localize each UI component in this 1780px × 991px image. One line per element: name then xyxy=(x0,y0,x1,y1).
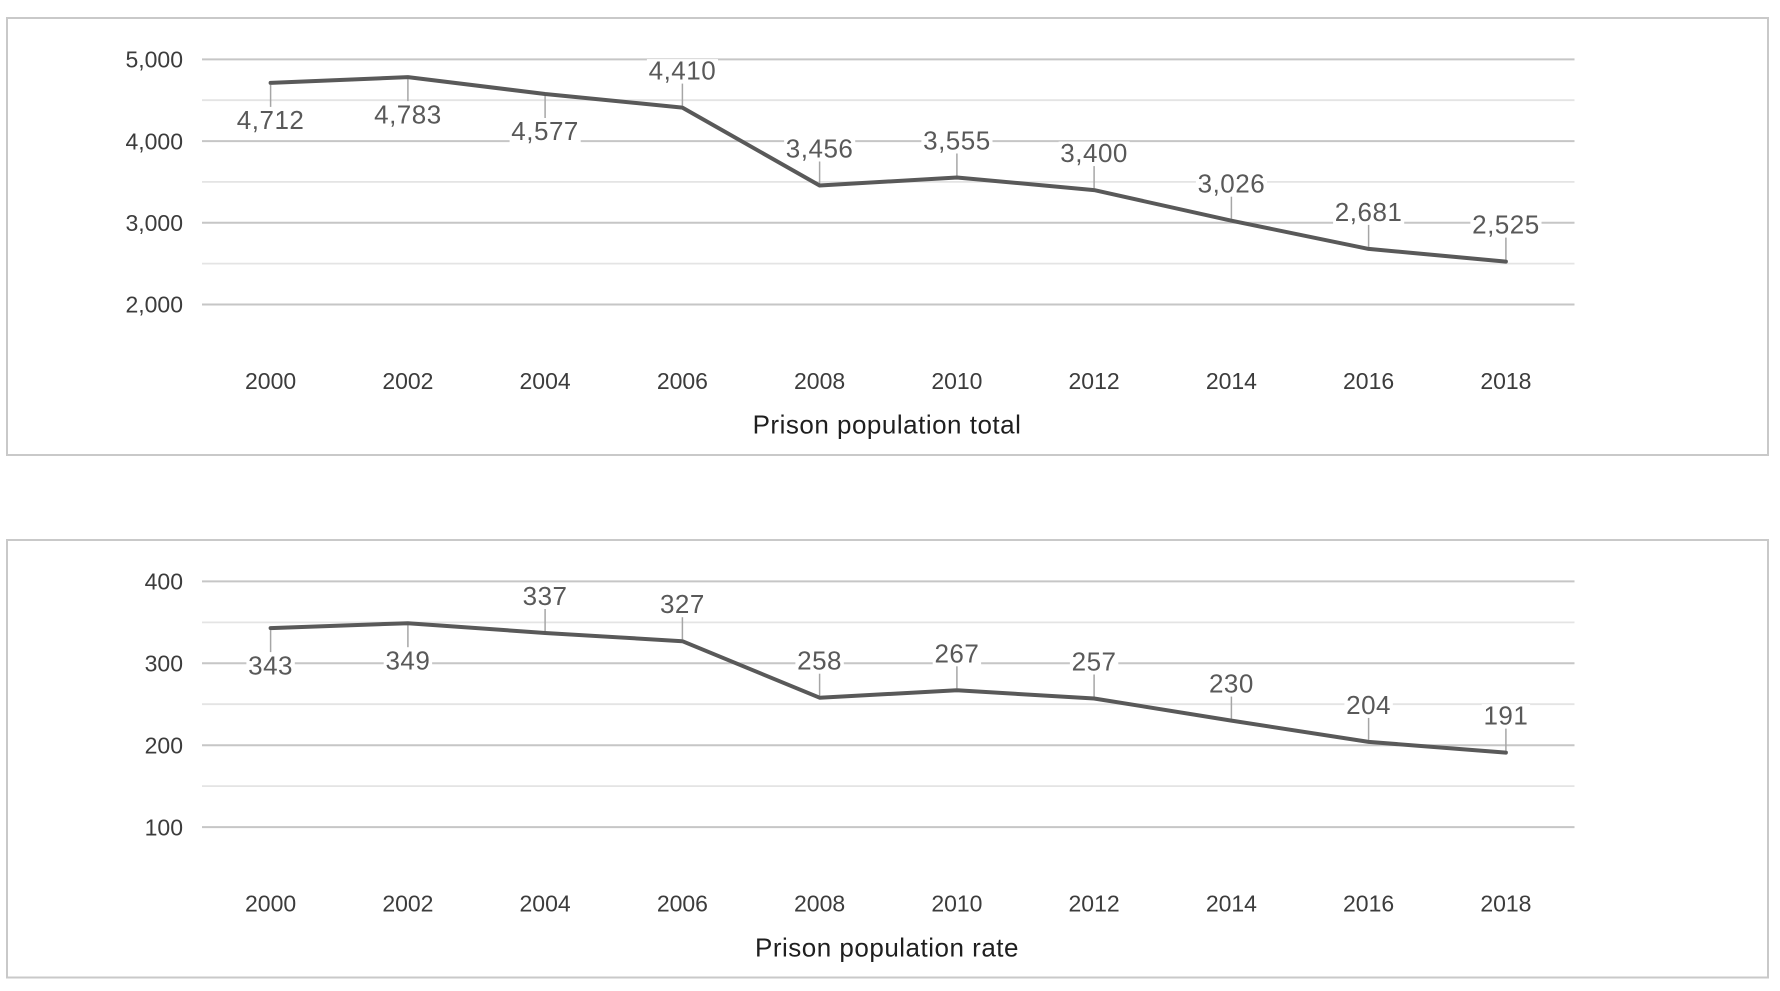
svg-text:2008: 2008 xyxy=(794,368,845,394)
svg-text:204: 204 xyxy=(1346,690,1391,720)
svg-text:4,712: 4,712 xyxy=(237,105,305,135)
svg-text:2,525: 2,525 xyxy=(1472,210,1540,240)
svg-text:2,000: 2,000 xyxy=(125,292,183,318)
svg-text:4,783: 4,783 xyxy=(374,99,442,129)
svg-text:4,577: 4,577 xyxy=(511,116,579,146)
svg-text:3,400: 3,400 xyxy=(1060,138,1128,168)
svg-text:2006: 2006 xyxy=(657,891,708,917)
svg-text:100: 100 xyxy=(145,814,183,840)
svg-text:2000: 2000 xyxy=(245,368,296,394)
svg-text:2010: 2010 xyxy=(931,368,982,394)
svg-text:230: 230 xyxy=(1209,669,1254,699)
svg-text:267: 267 xyxy=(934,638,979,668)
svg-text:Prison population total: Prison population total xyxy=(753,410,1022,440)
svg-text:2014: 2014 xyxy=(1206,368,1257,394)
svg-text:2012: 2012 xyxy=(1069,891,1120,917)
svg-text:3,000: 3,000 xyxy=(125,210,183,236)
svg-text:2000: 2000 xyxy=(245,891,296,917)
svg-text:327: 327 xyxy=(660,589,705,619)
svg-text:2014: 2014 xyxy=(1206,891,1257,917)
svg-text:349: 349 xyxy=(385,645,430,675)
svg-text:Prison population rate: Prison population rate xyxy=(755,933,1019,963)
svg-text:2002: 2002 xyxy=(382,891,433,917)
svg-text:3,456: 3,456 xyxy=(786,134,854,164)
svg-text:4,410: 4,410 xyxy=(649,56,717,86)
svg-text:2004: 2004 xyxy=(520,891,571,917)
svg-text:2,681: 2,681 xyxy=(1335,197,1403,227)
svg-text:337: 337 xyxy=(523,581,568,611)
svg-text:2018: 2018 xyxy=(1480,368,1531,394)
svg-text:2016: 2016 xyxy=(1343,891,1394,917)
svg-text:5,000: 5,000 xyxy=(125,47,183,73)
svg-text:300: 300 xyxy=(145,651,183,677)
svg-text:200: 200 xyxy=(145,732,183,758)
svg-text:400: 400 xyxy=(145,569,183,595)
svg-text:2010: 2010 xyxy=(931,891,982,917)
svg-text:343: 343 xyxy=(248,650,293,680)
svg-text:2008: 2008 xyxy=(794,891,845,917)
svg-text:4,000: 4,000 xyxy=(125,128,183,154)
svg-text:257: 257 xyxy=(1072,647,1117,677)
svg-text:3,026: 3,026 xyxy=(1198,169,1266,199)
svg-text:2012: 2012 xyxy=(1069,368,1120,394)
svg-text:2004: 2004 xyxy=(520,368,571,394)
svg-text:2002: 2002 xyxy=(382,368,433,394)
svg-text:191: 191 xyxy=(1483,701,1528,731)
svg-text:3,555: 3,555 xyxy=(923,126,991,156)
svg-text:2016: 2016 xyxy=(1343,368,1394,394)
svg-text:258: 258 xyxy=(797,646,842,676)
svg-text:2018: 2018 xyxy=(1480,891,1531,917)
svg-text:2006: 2006 xyxy=(657,368,708,394)
